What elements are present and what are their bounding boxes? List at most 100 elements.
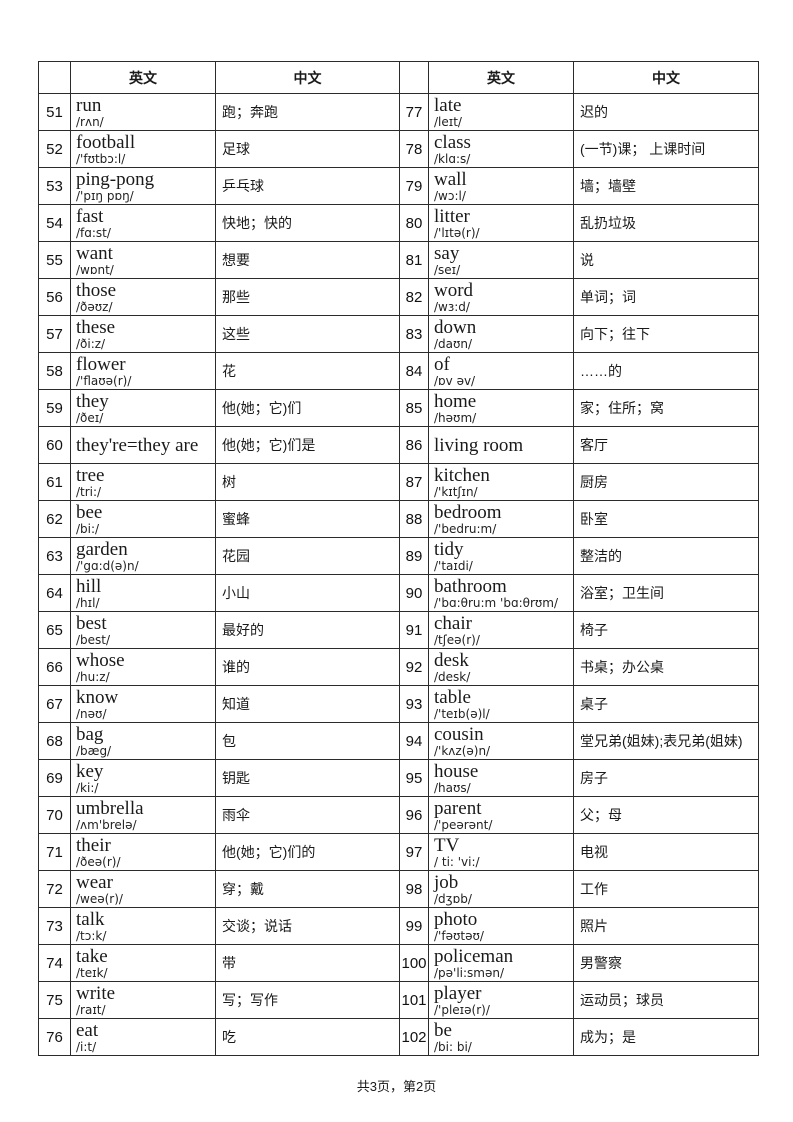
table-row: 53 ping-pong/'pɪŋ pɒŋ/乒乓球 79 wall/wɔ:l/墙；墙壁 [38, 167, 759, 205]
english-cell-left: those/ðəʊz/ [70, 278, 216, 316]
english-word: say [434, 242, 460, 264]
phonetic-transcription: /desk/ [434, 669, 471, 684]
phonetic-transcription: /seɪ/ [434, 262, 461, 277]
english-word: bedroom [434, 501, 502, 523]
phonetic-transcription: /klɑ:s/ [434, 151, 471, 166]
row-number-left: 74 [38, 944, 71, 982]
phonetic-transcription: /wɜ:d/ [434, 299, 470, 314]
row-number-right: 96 [399, 796, 429, 834]
english-word: flower [76, 353, 126, 375]
row-number-left: 64 [38, 574, 71, 612]
row-number-right: 97 [399, 833, 429, 871]
chinese-meaning-right: 厨房 [573, 463, 759, 501]
phonetic-transcription: /'kɪtʃɪn/ [434, 484, 478, 499]
chinese-meaning-left: 吃 [215, 1018, 400, 1056]
english-cell-right: player/'pleɪə(r)/ [428, 981, 574, 1019]
english-cell-left: hill/hɪl/ [70, 574, 216, 612]
english-cell-right: kitchen/'kɪtʃɪn/ [428, 463, 574, 501]
chinese-meaning-right: 桌子 [573, 685, 759, 723]
row-number-left: 69 [38, 759, 71, 797]
row-number-right: 77 [399, 93, 429, 131]
row-number-right: 100 [399, 944, 429, 982]
row-number-left: 55 [38, 241, 71, 279]
row-number-right: 89 [399, 537, 429, 575]
phonetic-transcription: /'pleɪə(r)/ [434, 1002, 490, 1017]
english-word: those [76, 279, 117, 301]
english-cell-right: policeman/pə'li:smən/ [428, 944, 574, 982]
phonetic-transcription: /dʒɒb/ [434, 891, 472, 906]
table-row: 60 they're=they are 他(她；它)们是 86 living room 客… [38, 426, 759, 464]
phonetic-transcription: /tri:/ [76, 484, 102, 499]
row-number-right: 92 [399, 648, 429, 686]
english-cell-right: say/seɪ/ [428, 241, 574, 279]
english-cell-right: down/daʊn/ [428, 315, 574, 353]
chinese-meaning-left: 快地；快的 [215, 204, 400, 242]
english-cell-left: their/ðeə(r)/ [70, 833, 216, 871]
english-word: be [434, 1019, 452, 1041]
english-word: garden [76, 538, 128, 560]
phonetic-transcription: /fɑ:st/ [76, 225, 111, 240]
chinese-meaning-left: 小山 [215, 574, 400, 612]
english-cell-right: wall/wɔ:l/ [428, 167, 574, 205]
row-number-right: 94 [399, 722, 429, 760]
chinese-meaning-left: 最好的 [215, 611, 400, 649]
row-number-left: 65 [38, 611, 71, 649]
chinese-meaning-left: 乒乓球 [215, 167, 400, 205]
header-blank-left [38, 61, 71, 94]
chinese-meaning-left: 他(她；它)们 [215, 389, 400, 427]
phonetic-transcription: /rʌn/ [76, 114, 104, 129]
chinese-meaning-right: 椅子 [573, 611, 759, 649]
english-cell-left: run/rʌn/ [70, 93, 216, 131]
english-cell-left: whose/hu:z/ [70, 648, 216, 686]
english-cell-right: table/'teɪb(ə)l/ [428, 685, 574, 723]
english-cell-right: bathroom/'bɑ:θru:m 'bɑ:θrʊm/ [428, 574, 574, 612]
english-word: fast [76, 205, 104, 227]
english-word: bag [76, 723, 104, 745]
phonetic-transcription: /best/ [76, 632, 111, 647]
row-number-right: 102 [399, 1018, 429, 1056]
english-cell-left: take/teɪk/ [70, 944, 216, 982]
english-word: umbrella [76, 797, 144, 819]
row-number-left: 62 [38, 500, 71, 538]
chinese-meaning-right: 乱扔垃圾 [573, 204, 759, 242]
row-number-right: 80 [399, 204, 429, 242]
chinese-meaning-right: 卧室 [573, 500, 759, 538]
english-word: home [434, 390, 477, 412]
english-cell-right: word/wɜ:d/ [428, 278, 574, 316]
english-word: their [76, 834, 111, 856]
phonetic-transcription: /'peərənt/ [434, 817, 493, 832]
table-row: 68 bag/bæg/包 94 cousin/'kʌz(ə)n/堂兄弟(姐妹);表兄弟… [38, 722, 759, 760]
english-word: wall [434, 168, 467, 190]
table-row: 57 these/ði:z/这些 83 down/daʊn/向下；往下 [38, 315, 759, 353]
row-number-left: 73 [38, 907, 71, 945]
phonetic-transcription: /daʊn/ [434, 336, 473, 351]
chinese-meaning-right: ……的 [573, 352, 759, 390]
english-cell-right: litter/'lɪtə(r)/ [428, 204, 574, 242]
row-number-right: 79 [399, 167, 429, 205]
english-cell-left: tree/tri:/ [70, 463, 216, 501]
row-number-right: 81 [399, 241, 429, 279]
english-word: down [434, 316, 477, 338]
english-word: hill [76, 575, 102, 597]
phonetic-transcription: /bæg/ [76, 743, 112, 758]
phonetic-transcription: /nəʊ/ [76, 706, 107, 721]
english-word: chair [434, 612, 472, 634]
english-word: football [76, 131, 136, 153]
phonetic-transcription: /ðəʊz/ [76, 299, 113, 314]
column-header-chinese-left: 中文 [215, 61, 400, 94]
chinese-meaning-right: 书桌；办公桌 [573, 648, 759, 686]
english-cell-left: best/best/ [70, 611, 216, 649]
chinese-meaning-right: 堂兄弟(姐妹);表兄弟(姐妹) [573, 722, 759, 760]
chinese-meaning-right: 单词；词 [573, 278, 759, 316]
english-cell-left: write/raɪt/ [70, 981, 216, 1019]
english-cell-right: desk/desk/ [428, 648, 574, 686]
chinese-meaning-right: 房子 [573, 759, 759, 797]
phonetic-transcription: / ti: 'vi:/ [434, 854, 480, 869]
english-word: desk [434, 649, 469, 671]
row-number-right: 84 [399, 352, 429, 390]
phonetic-transcription: /'kʌz(ə)n/ [434, 743, 491, 758]
phonetic-transcription: /ðeə(r)/ [76, 854, 121, 869]
table-row: 73 talk/tɔ:k/交谈；说话 99 photo/'fəʊtəʊ/照片 [38, 907, 759, 945]
chinese-meaning-right: 客厅 [573, 426, 759, 464]
phonetic-transcription: /'flaʊə(r)/ [76, 373, 132, 388]
